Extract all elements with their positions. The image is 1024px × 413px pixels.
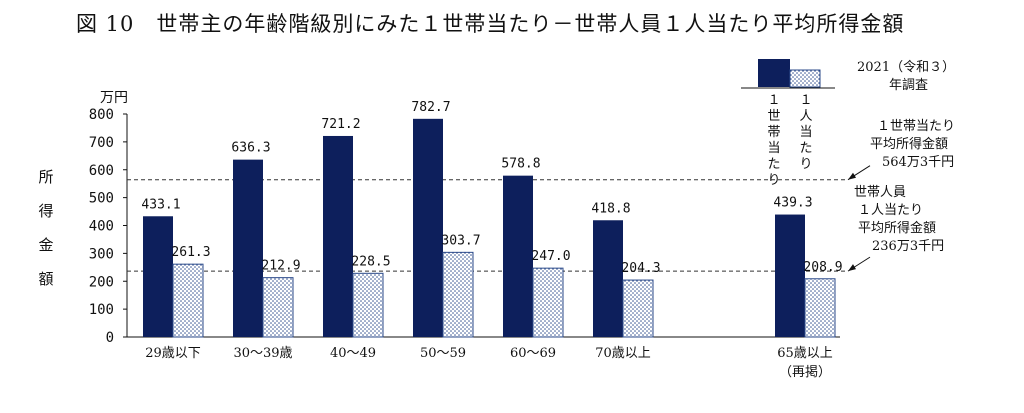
x-tick-label: 30～39歳 [233, 346, 292, 361]
reference-annotation-household: １世帯当たり [877, 119, 955, 134]
x-tick-label: 60～69 [510, 346, 556, 361]
reference-arrowhead [848, 172, 856, 180]
y-axis-label-char: 金 [38, 236, 53, 254]
bar-per-person [532, 267, 564, 338]
x-tick-label: 65歳以上 [777, 346, 833, 361]
legend-label-household-char: １ [767, 93, 780, 108]
bar-per-person [262, 277, 294, 338]
reference-arrowhead [848, 264, 856, 272]
reference-annotation-person: 世帯人員 [854, 185, 906, 200]
reference-annotation-person: １人当たり [858, 203, 923, 218]
data-label-person: 204.3 [621, 261, 660, 276]
y-axis-label-char: 得 [38, 202, 53, 220]
y-tick-label: 300 [89, 246, 114, 262]
data-label-person: 247.0 [531, 249, 570, 264]
data-label-household: 721.2 [321, 117, 360, 132]
legend-label-household-char: り [767, 173, 780, 188]
data-label-person: 303.7 [441, 233, 480, 248]
bar-per-household [143, 216, 173, 337]
data-label-household: 782.7 [411, 100, 450, 115]
legend-label-person-char: 当 [799, 125, 812, 140]
legend-label-household-char: た [767, 157, 780, 172]
legend-label-person-char: り [799, 157, 812, 172]
bar-per-household [775, 214, 805, 337]
data-label-person: 208.9 [803, 260, 842, 275]
legend-label-household-char: 帯 [767, 125, 780, 140]
x-tick-sublabel: （再掲） [779, 364, 831, 380]
bar-per-household [413, 118, 443, 337]
data-label-household: 433.1 [141, 197, 180, 212]
bar-per-person [352, 272, 384, 338]
legend-swatch-household [758, 59, 790, 87]
data-label-person: 228.5 [351, 254, 390, 269]
bar-per-person [442, 251, 474, 338]
reference-annotation-household: 564万3千円 [882, 155, 954, 170]
y-tick-label: 700 [89, 135, 114, 151]
legend-label-person-char: た [799, 141, 812, 156]
reference-annotation-household: 平均所得金額 [870, 136, 948, 152]
survey-note-year: 2021（令和３） [857, 60, 955, 75]
data-label-person: 261.3 [171, 245, 210, 260]
x-tick-label: 40～49 [330, 346, 376, 361]
legend-label-person-char: 人 [799, 109, 812, 124]
y-tick-label: 200 [89, 274, 114, 290]
reference-annotation-person: 平均所得金額 [858, 220, 936, 236]
y-tick-label: 600 [89, 163, 114, 179]
y-axis-label-char: 額 [38, 270, 53, 288]
x-tick-label: 29歳以下 [145, 346, 201, 361]
y-tick-label: 100 [89, 302, 114, 318]
data-label-household: 578.8 [501, 157, 540, 172]
reference-annotation-person: 236万3千円 [872, 239, 944, 254]
y-unit-label: 万円 [100, 90, 128, 106]
bar-per-household [503, 175, 533, 337]
bar-per-person [804, 278, 836, 338]
legend-label-person-char: １ [799, 93, 812, 108]
bar-per-person [622, 279, 654, 338]
x-tick-label: 50～59 [420, 346, 466, 361]
data-label-person: 212.9 [261, 259, 300, 274]
data-label-household: 636.3 [231, 141, 270, 156]
chart-title: 図 10 世帯主の年齢階級別にみた１世帯当たり－世帯人員１人当たり平均所得金額 [76, 12, 905, 36]
y-tick-label: 500 [89, 191, 114, 207]
data-label-household: 418.8 [591, 201, 630, 216]
legend-swatch-person [789, 69, 821, 88]
legend-label-household-char: 世 [767, 109, 780, 124]
bar-per-household [323, 135, 353, 337]
bar-per-household [593, 220, 623, 337]
data-label-household: 439.3 [773, 196, 812, 211]
y-tick-label: 0 [106, 330, 114, 346]
x-tick-label: 70歳以上 [595, 346, 651, 361]
y-axis-label-char: 所 [38, 168, 53, 186]
y-tick-label: 800 [89, 107, 114, 123]
bars: 433.1 261.3 29歳以下 636.3 212.9 30～39歳 721.2 228.… [141, 100, 842, 380]
bar-per-person [172, 263, 204, 338]
legend-label-household-char: 当 [767, 141, 780, 156]
bar-per-household [233, 159, 263, 337]
survey-note-label: 年調査 [889, 78, 928, 93]
y-tick-label: 400 [89, 219, 114, 235]
